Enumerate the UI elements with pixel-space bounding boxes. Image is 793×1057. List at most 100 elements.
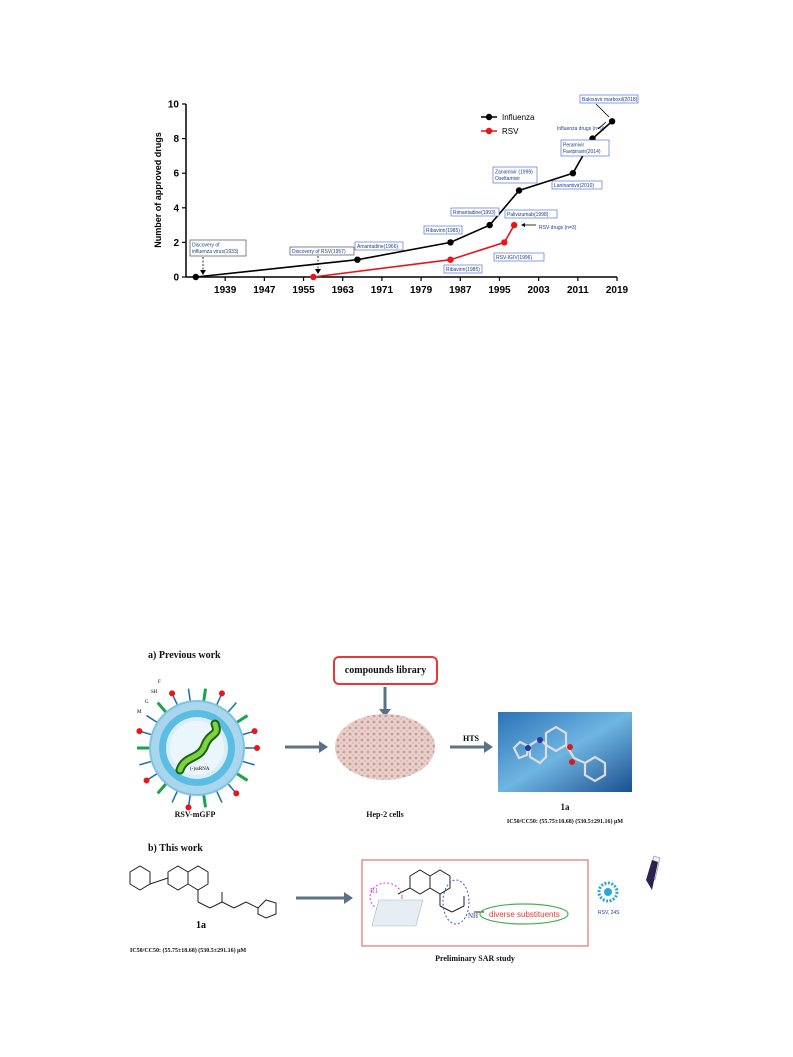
virus-part-m: M [137,710,142,715]
virus-caption: RSV-mGFP [174,810,216,819]
previous-work-title: a) Previous work [148,650,221,661]
series-line-rsv [313,224,515,278]
nh-label: NH [468,912,478,920]
x-tick-label: 1979 [410,285,433,296]
virus-spike-head [251,728,258,735]
data-point-influenza [569,170,577,177]
x-tick-label: 1987 [449,285,472,296]
annotation-text: Laninamivir(2010) [554,183,594,189]
x-tick-label: 1939 [214,285,237,296]
data-point-rsv [310,273,317,281]
y-tick-label: 4 [173,203,179,214]
rsv-virus-illustration [136,688,260,811]
annotation-text: influenza virus(1933) [192,249,239,255]
annotation-text: Oseltamivir [495,176,520,182]
x-tick-label: 2011 [567,285,589,296]
annotation-text: Palivizumab(1998) [507,212,549,218]
data-point-influenza [192,273,199,281]
legend-label-influenza: Influenza [502,113,535,122]
virus-spike [240,730,255,736]
r2-label: R2 [387,908,396,916]
virus-spike [202,793,208,808]
arrow-cells-to-compound [450,741,493,753]
annotation-box [354,241,404,251]
data-point-influenza [447,239,454,246]
y-tick-label: 8 [173,134,179,145]
annotation-text: Baloxavir marboxil(2018) [582,97,638,103]
arrow-to-sar [296,892,353,904]
annotation-box [289,246,355,256]
virus-spike [139,730,154,736]
compounds-library-label: compounds library [344,665,427,676]
virus-spike [171,789,179,803]
annotation-text: Favipiravir(2014) [563,149,601,155]
annotation-arrowhead [521,223,525,227]
data-point-rsv [501,239,508,246]
data-point-rsv [510,221,518,229]
virus-spike-head [143,777,150,784]
y-tick-label: 0 [173,273,179,284]
y-tick-label: 2 [173,238,179,249]
annotation-arrow [597,121,607,130]
y-tick-label: 10 [168,100,180,111]
virus-spike [139,760,154,766]
amine-variation-ellipse [369,882,403,912]
compound-1a-3d-model [498,712,632,792]
arrow-virus-to-cells [285,741,328,753]
legend-marker-influenza [485,113,493,121]
legend-marker-rsv [485,127,493,135]
virus-spike-head [233,790,240,797]
assay-illustration [371,855,661,927]
linker-variation-ellipse [442,879,470,925]
y-axis-label: Number of approved drugs [153,132,163,248]
x-tick-label: 1995 [488,285,511,296]
assay-label: RSV, 24S [598,910,620,916]
virus-spike [146,772,159,782]
annotation-text: Ribavirin(1985) [426,228,460,234]
cells-caption: Hep-2 cells [366,810,404,819]
virus-spike [187,793,192,808]
annotation-box [579,94,639,104]
annotation-box [450,207,500,217]
virus-spike [234,771,249,782]
diverse-substituents-ellipse [479,903,569,925]
annotation-arrowhead [200,270,206,275]
virus-spike [171,693,179,707]
virus-spike [156,781,169,795]
annotation-box [551,180,603,190]
r1-label: R1 [370,887,379,895]
compound2-ic50: IC50/CC50: (55.75±18.68) (530.5±291.16) … [130,948,247,954]
annotation-text: RSV-IGIV(1996) [496,255,532,261]
compound-label: 1a [560,802,570,812]
virus-part-sh: SH [151,690,158,695]
sar-box [361,859,589,947]
annotation-text: Peramivir [563,143,584,149]
annotation-box [423,225,463,235]
annotation-box [560,139,610,157]
annotation-box [492,166,538,184]
data-point-influenza [486,221,493,229]
chart-marks [192,118,616,281]
x-tick-label: 1971 [371,285,394,296]
annotation-text: Discovery of [192,243,220,249]
virus-spike-head [136,728,143,735]
approved-drugs-chart: 0 2 4 6 8 10 1939 1947 1955 1963 1971 1979 1987 1995 2… [153,94,639,297]
annotation-text: Discovery of RSV(1957) [292,249,346,255]
chart-axes: 0 2 4 6 8 10 1939 1947 1955 1963 1971 1979 1987 1995 2… [168,100,629,297]
this-work-title: b) This work [148,843,203,854]
diverse-substituents-label: diverse substituents [489,910,560,919]
compounds-library-box: compounds library [333,656,438,685]
virus-part-g: G [145,700,149,705]
annotation-box [493,252,545,262]
y-tick-label: 6 [173,169,179,180]
data-point-influenza [608,118,616,125]
data-point-rsv [447,256,454,263]
virus-spike [226,702,237,714]
virus-part-f: F [158,680,161,685]
virus-spike [226,782,237,794]
virus-part-rna: (-)ssRNA [190,767,210,772]
annotation-text: Influenza drugs (n=9) [557,126,605,132]
virus-spike [202,688,208,703]
x-tick-label: 2019 [606,285,629,296]
